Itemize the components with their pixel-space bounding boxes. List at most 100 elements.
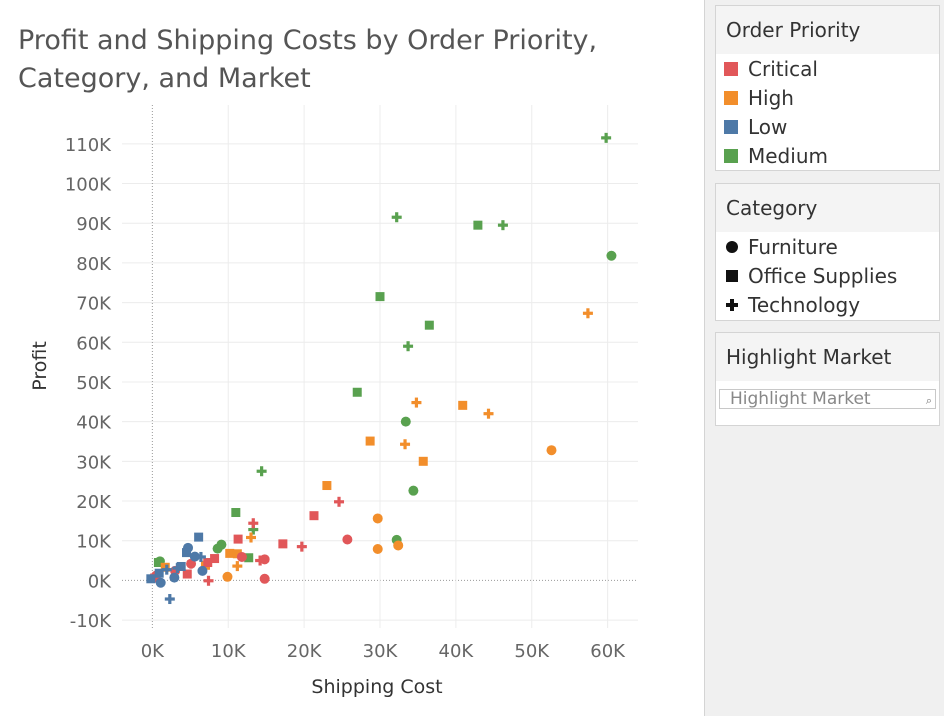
data-point-high-furniture[interactable] — [372, 544, 383, 555]
data-point-medium-technology[interactable] — [256, 466, 267, 477]
data-point-medium-office-supplies[interactable] — [424, 320, 434, 330]
data-point-critical-office-supplies[interactable] — [210, 554, 220, 564]
data-point-critical-furniture[interactable] — [259, 573, 270, 584]
priority-legend-item-high[interactable]: High — [716, 83, 939, 112]
highlight-market-placeholder: Highlight Market — [730, 389, 871, 409]
x-tick-label: 20K — [287, 641, 323, 662]
color-swatch — [724, 148, 738, 163]
y-tick-label: 50K — [76, 373, 112, 394]
data-point-medium-technology[interactable] — [403, 341, 414, 352]
data-point-low-office-supplies[interactable] — [146, 574, 156, 584]
y-tick-label: 90K — [76, 214, 112, 235]
data-point-critical-office-supplies[interactable] — [278, 539, 288, 549]
data-point-high-technology[interactable] — [246, 532, 256, 543]
square-shape-icon — [724, 269, 740, 283]
y-tick-label: 10K — [76, 532, 112, 553]
data-point-critical-furniture[interactable] — [236, 551, 247, 562]
order-priority-legend-title: Order Priority — [716, 6, 939, 54]
scatter-plot: -10K 0K 10K 20K 30K 40K 50K 60K 70K 80K 90K 100K 110… — [29, 105, 638, 698]
data-point-high-office-supplies[interactable] — [365, 436, 375, 446]
category-legend-item-furniture[interactable]: Furniture — [716, 232, 939, 261]
category-legend: Category Furniture Office Supplies Technol… — [715, 183, 940, 321]
data-point-high-furniture[interactable] — [222, 571, 233, 582]
data-point-low-office-supplies[interactable] — [182, 548, 191, 558]
data-point-critical-technology[interactable] — [296, 541, 307, 552]
data-point-low-technology[interactable] — [195, 551, 206, 562]
data-point-critical-technology[interactable] — [255, 555, 266, 566]
data-point-low-office-supplies[interactable] — [194, 532, 204, 542]
data-point-critical-technology[interactable] — [248, 518, 259, 529]
data-point-medium-technology[interactable] — [601, 132, 612, 143]
data-point-medium-furniture[interactable] — [606, 250, 617, 261]
data-point-low-office-supplies[interactable] — [154, 568, 164, 578]
legend-label: Medium — [748, 143, 828, 168]
data-point-high-technology[interactable] — [400, 439, 411, 450]
data-point-low-furniture[interactable] — [155, 577, 166, 588]
data-point-high-technology[interactable] — [582, 308, 593, 319]
data-point-medium-office-supplies[interactable] — [375, 292, 385, 302]
data-point-critical-furniture[interactable] — [342, 534, 353, 545]
data-point-low-furniture[interactable] — [197, 565, 208, 576]
data-point-medium-technology[interactable] — [497, 220, 508, 231]
data-point-critical-office-supplies[interactable] — [182, 569, 192, 579]
data-point-critical-office-supplies[interactable] — [203, 558, 213, 568]
data-point-high-technology[interactable] — [232, 561, 243, 572]
x-tick-label: 30K — [363, 641, 399, 662]
x-tick-label: 0K — [141, 641, 165, 662]
y-tick-label: 0K — [88, 571, 112, 592]
gridlines — [122, 105, 638, 628]
data-point-high-furniture[interactable] — [372, 513, 383, 524]
y-tick-label: 110K — [65, 135, 112, 156]
data-point-critical-technology[interactable] — [203, 575, 214, 586]
y-tick-label: 30K — [76, 452, 112, 473]
data-points — [146, 132, 617, 605]
data-point-low-furniture[interactable] — [189, 551, 200, 562]
legend-label: Technology — [748, 292, 861, 317]
legend-label: Furniture — [748, 234, 838, 259]
priority-legend-item-medium[interactable]: Medium — [716, 141, 939, 170]
data-point-medium-furniture[interactable] — [212, 543, 223, 554]
x-tick-label: 40K — [439, 641, 475, 662]
y-tick-label: -10K — [70, 611, 112, 632]
data-point-critical-office-supplies[interactable] — [309, 511, 319, 521]
data-point-critical-technology[interactable] — [334, 496, 345, 507]
data-point-medium-office-supplies[interactable] — [352, 387, 362, 397]
chart-panel: Profit and Shipping Costs by Order Prior… — [0, 0, 705, 716]
legend-label: High — [748, 85, 794, 110]
y-tick-label: 100K — [65, 175, 112, 196]
data-point-high-technology[interactable] — [483, 408, 494, 419]
data-point-medium-office-supplies[interactable] — [231, 508, 241, 518]
data-point-medium-office-supplies[interactable] — [153, 558, 163, 568]
data-point-low-furniture[interactable] — [169, 572, 180, 583]
data-point-high-office-supplies[interactable] — [322, 481, 332, 491]
y-tick-label: 40K — [76, 413, 112, 434]
highlight-market-input[interactable]: Highlight Market ⌕ — [719, 389, 936, 409]
data-point-high-office-supplies[interactable] — [225, 548, 235, 558]
data-point-high-office-supplies[interactable] — [418, 456, 428, 466]
color-swatch — [724, 90, 738, 105]
category-legend-item-technology[interactable]: Technology — [716, 290, 939, 319]
color-swatch — [724, 119, 738, 134]
chart-title: Profit and Shipping Costs by Order Prior… — [18, 25, 598, 94]
priority-legend-item-low[interactable]: Low — [716, 112, 939, 141]
axes: -10K 0K 10K 20K 30K 40K 50K 60K 70K 80K 90K 100K 110… — [65, 135, 626, 662]
data-point-high-technology[interactable] — [411, 397, 422, 408]
data-point-critical-office-supplies[interactable] — [233, 534, 243, 544]
data-point-low-technology[interactable] — [161, 564, 172, 575]
data-point-high-furniture[interactable] — [393, 540, 404, 551]
data-point-high-office-supplies[interactable] — [458, 400, 468, 410]
data-point-medium-furniture[interactable] — [408, 485, 419, 496]
data-point-high-furniture[interactable] — [546, 445, 557, 456]
plus-shape-icon — [724, 298, 740, 312]
y-tick-label: 70K — [76, 294, 112, 315]
data-point-high-office-supplies[interactable] — [232, 549, 242, 559]
data-point-low-office-supplies[interactable] — [176, 561, 186, 571]
data-point-medium-office-supplies[interactable] — [244, 553, 254, 563]
data-point-medium-technology[interactable] — [391, 212, 402, 223]
category-legend-item-office-supplies[interactable]: Office Supplies — [716, 261, 939, 290]
data-point-medium-furniture[interactable] — [400, 416, 411, 427]
data-point-medium-technology[interactable] — [248, 524, 259, 535]
data-point-low-technology[interactable] — [164, 594, 175, 605]
data-point-medium-office-supplies[interactable] — [473, 220, 483, 230]
priority-legend-item-critical[interactable]: Critical — [716, 54, 939, 83]
